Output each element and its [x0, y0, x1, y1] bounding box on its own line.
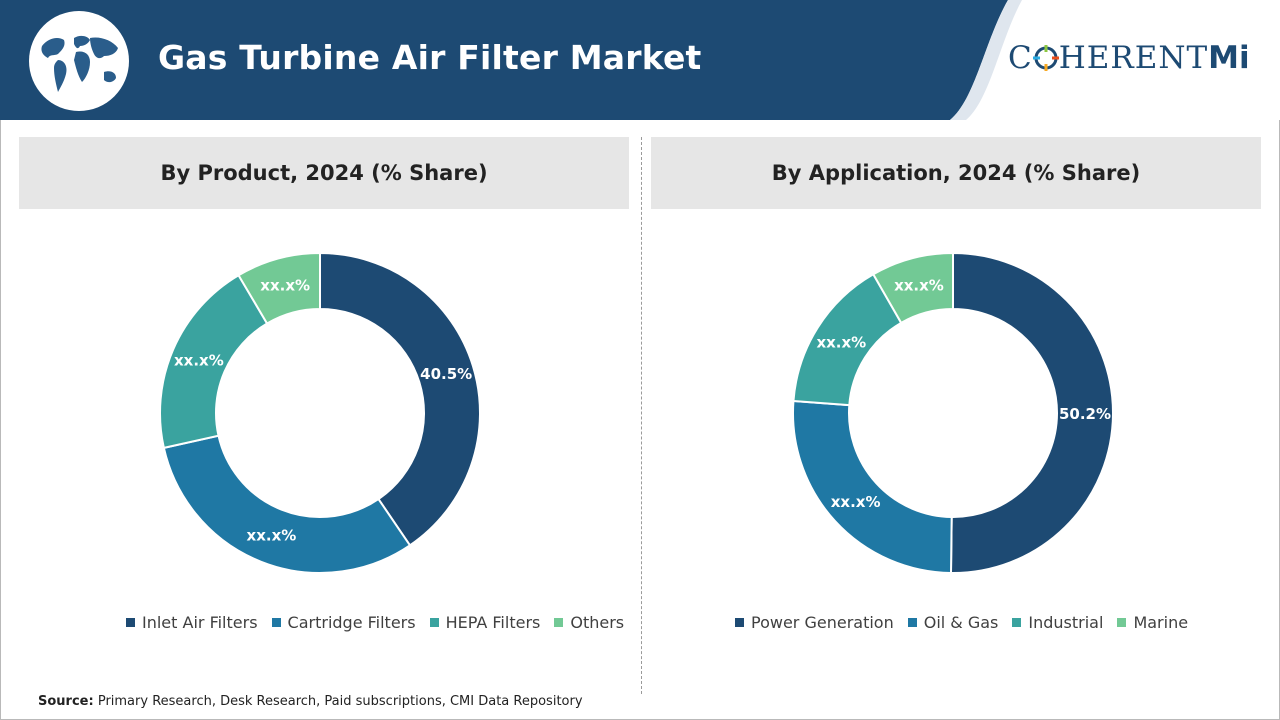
legend-label: Inlet Air Filters [142, 612, 258, 632]
brand-logo: C HERENTMi [1008, 40, 1250, 84]
legend-item-cartridge-filters: Cartridge Filters [271, 612, 416, 632]
slice-power-generation [949, 251, 1115, 574]
legend-swatch [429, 617, 439, 627]
legend-swatch [271, 617, 281, 627]
data-label-others: xx.x% [260, 277, 310, 295]
header-banner [0, 0, 1280, 120]
slice-marine [871, 251, 954, 325]
data-label-cartridge-filters: xx.x% [247, 527, 297, 545]
product-chart-title: By Product, 2024 (% Share) [19, 137, 629, 209]
legend-item-marine: Marine [1117, 613, 1188, 632]
legend-swatch [126, 617, 135, 627]
legend-label: Cartridge Filters [287, 612, 416, 632]
legend-item-hepa-filters: HEPA Filters [429, 612, 541, 632]
legend-label: Oil & Gas [923, 612, 999, 632]
legend-item-industrial: Industrial [1012, 613, 1103, 632]
source-label: Source: [38, 694, 94, 709]
data-label-inlet-air-filters: 40.5% [420, 365, 472, 383]
legend-swatch [554, 617, 564, 627]
data-label-marine: xx.x% [894, 276, 944, 294]
product-legend: Inlet Air Filters Cartridge Filters HEPA F… [126, 611, 638, 633]
data-label-power-generation: 50.2% [1059, 405, 1111, 423]
application-chart-title: By Application, 2024 (% Share) [651, 137, 1261, 209]
legend-swatch [907, 617, 917, 627]
legend-label: Industrial [1028, 612, 1104, 632]
legend-swatch [1117, 617, 1127, 627]
legend-swatch [735, 617, 744, 627]
application-legend: Power Generation Oil & Gas Industrial Marin… [735, 611, 1202, 633]
legend-swatch [1012, 617, 1022, 627]
source-note: Source: Primary Research, Desk Research,… [38, 694, 583, 709]
product-donut-chart: 40.5% xx.x% xx.x% xx.x% [159, 251, 481, 574]
legend-label: Marine [1133, 612, 1189, 632]
data-label-hepa-filters: xx.x% [174, 352, 224, 370]
slice-oil-gas [792, 399, 953, 575]
slice-others [237, 251, 321, 325]
legend-item-others: Others [554, 613, 624, 632]
source-text: Primary Research, Desk Research, Paid su… [97, 694, 583, 709]
legend-label: HEPA Filters [445, 612, 541, 632]
brand-word: C HERENT [1008, 40, 1209, 76]
panel-divider [641, 137, 642, 694]
legend-item-inlet-air-filters: Inlet Air Filters [126, 613, 258, 632]
crosshair-o-icon [1032, 45, 1059, 71]
world-map-globe-icon [29, 11, 129, 111]
legend-item-oil-gas: Oil & Gas [907, 612, 999, 632]
legend-label: Others [570, 612, 625, 632]
application-donut-chart: 50.2% xx.x% xx.x% xx.x% [792, 251, 1115, 575]
brand-mi: Mi [1208, 40, 1250, 76]
page-title: Gas Turbine Air Filter Market [158, 38, 702, 77]
legend-label: Power Generation [751, 612, 894, 632]
slice-cartridge-filters [162, 434, 412, 574]
data-label-industrial: xx.x% [816, 334, 866, 352]
slice-inlet-air-filters [319, 251, 481, 547]
data-label-oil-gas: xx.x% [831, 493, 881, 511]
legend-item-power-generation: Power Generation [735, 613, 894, 632]
